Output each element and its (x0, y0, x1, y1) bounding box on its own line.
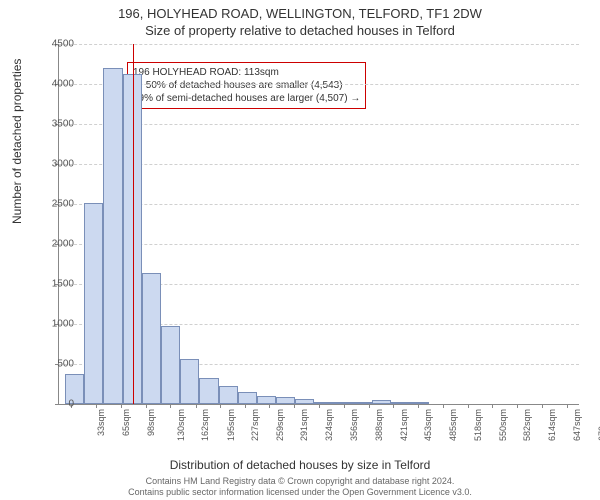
histogram-bar (161, 326, 180, 404)
x-axis-label: Distribution of detached houses by size … (0, 458, 600, 472)
x-tick-label: 227sqm (250, 409, 260, 441)
x-tick-mark (269, 404, 270, 408)
x-tick-mark (344, 404, 345, 408)
annotation-box: 196 HOLYHEAD ROAD: 113sqm ← 50% of detac… (127, 62, 366, 109)
x-tick-mark (369, 404, 370, 408)
histogram-bar (257, 396, 276, 404)
chart-title-description: Size of property relative to detached ho… (0, 21, 600, 38)
x-tick-mark (196, 404, 197, 408)
x-tick-mark (245, 404, 246, 408)
x-tick-mark (468, 404, 469, 408)
histogram-bar (276, 397, 295, 404)
x-tick-label: 65sqm (121, 409, 131, 436)
x-tick-mark (294, 404, 295, 408)
x-tick-mark (319, 404, 320, 408)
histogram-bar (295, 399, 314, 404)
x-tick-label: 518sqm (473, 409, 483, 441)
gridline (59, 44, 579, 45)
x-tick-label: 614sqm (547, 409, 557, 441)
x-tick-label: 421sqm (399, 409, 409, 441)
histogram-bar (314, 402, 333, 404)
annotation-line2: ← 50% of detached houses are smaller (4,… (133, 79, 360, 92)
x-tick-label: 550sqm (498, 409, 508, 441)
x-tick-mark (542, 404, 543, 408)
x-tick-label: 259sqm (275, 409, 285, 441)
x-tick-mark (220, 404, 221, 408)
x-tick-mark (121, 404, 122, 408)
histogram-bar (372, 400, 391, 404)
x-tick-label: 324sqm (324, 409, 334, 441)
histogram-bar (238, 392, 257, 404)
histogram-bar (219, 386, 238, 404)
histogram-bar (84, 203, 103, 404)
histogram-bar (199, 378, 218, 404)
x-tick-label: 162sqm (200, 409, 210, 441)
reference-line (133, 44, 134, 404)
histogram-bar (180, 359, 199, 404)
annotation-line1: 196 HOLYHEAD ROAD: 113sqm (133, 66, 360, 79)
plot-area: 196 HOLYHEAD ROAD: 113sqm ← 50% of detac… (58, 44, 579, 405)
annotation-line3: 49% of semi-detached houses are larger (… (133, 92, 360, 105)
x-tick-mark (170, 404, 171, 408)
histogram-bar (410, 402, 429, 404)
y-tick-label: 4000 (34, 79, 74, 90)
y-tick-label: 1000 (34, 319, 74, 330)
y-axis-label: Number of detached properties (10, 59, 24, 224)
footer-attribution: Contains HM Land Registry data © Crown c… (0, 476, 600, 498)
y-tick-label: 500 (34, 359, 74, 370)
x-tick-label: 388sqm (374, 409, 384, 441)
x-tick-label: 33sqm (96, 409, 106, 436)
x-tick-label: 485sqm (448, 409, 458, 441)
x-tick-mark (443, 404, 444, 408)
x-tick-label: 195sqm (226, 409, 236, 441)
x-tick-label: 130sqm (176, 409, 186, 441)
x-tick-mark (393, 404, 394, 408)
x-tick-label: 647sqm (572, 409, 582, 441)
x-tick-mark (517, 404, 518, 408)
y-tick-label: 2500 (34, 199, 74, 210)
x-tick-label: 98sqm (146, 409, 156, 436)
footer-line2: Contains public sector information licen… (0, 487, 600, 498)
histogram-bar (142, 273, 161, 404)
footer-line1: Contains HM Land Registry data © Crown c… (0, 476, 600, 487)
y-tick-label: 3500 (34, 119, 74, 130)
x-tick-mark (492, 404, 493, 408)
x-tick-mark (567, 404, 568, 408)
chart-title-address: 196, HOLYHEAD ROAD, WELLINGTON, TELFORD,… (0, 0, 600, 21)
histogram-bar (103, 68, 122, 404)
x-tick-mark (96, 404, 97, 408)
x-tick-label: 453sqm (423, 409, 433, 441)
y-tick-label: 3000 (34, 159, 74, 170)
y-tick-label: 4500 (34, 39, 74, 50)
x-tick-label: 356sqm (349, 409, 359, 441)
chart-container: 196, HOLYHEAD ROAD, WELLINGTON, TELFORD,… (0, 0, 600, 500)
x-tick-mark (418, 404, 419, 408)
x-tick-mark (146, 404, 147, 408)
x-tick-label: 582sqm (522, 409, 532, 441)
y-tick-label: 0 (34, 399, 74, 410)
y-tick-label: 1500 (34, 279, 74, 290)
x-tick-label: 291sqm (299, 409, 309, 441)
y-tick-label: 2000 (34, 239, 74, 250)
